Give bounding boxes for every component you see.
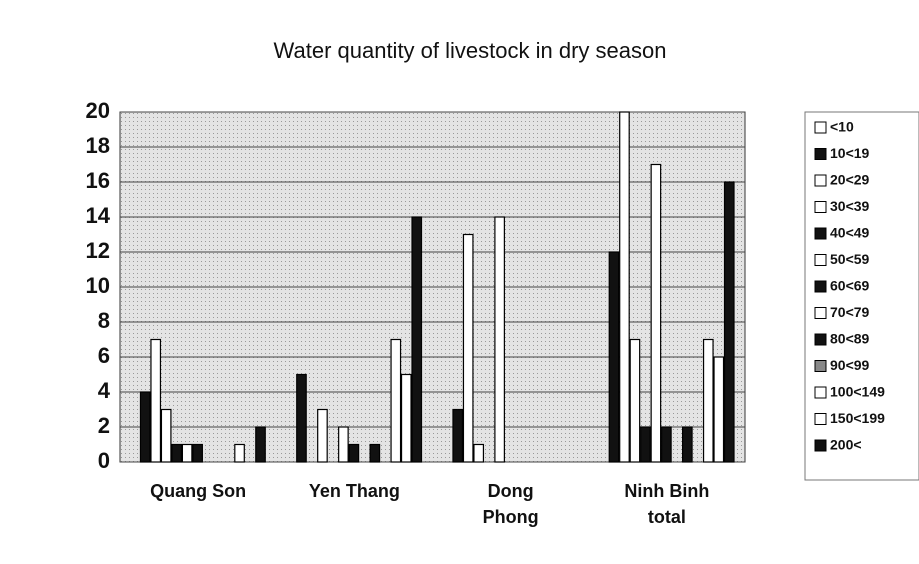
legend-label: 80<89 [830,331,870,347]
bar [619,111,630,463]
y-tick-label: 18 [86,133,110,158]
legend-label: 40<49 [830,225,870,241]
bar [462,233,474,463]
legend-label: 20<29 [830,172,870,188]
legend-swatch [814,148,827,160]
legend-swatch [814,280,827,293]
legend-label: 10<19 [830,145,870,161]
legend-swatch [814,333,827,346]
bar [150,338,162,463]
bar [296,373,307,463]
legend-swatch [814,307,827,319]
legend-swatch [814,227,827,240]
bar [192,443,203,463]
legend-swatch [814,386,827,399]
x-tick-label: Yen Thang [308,481,400,501]
x-tick-label: Ninh Binh total [624,481,710,527]
legend-label: 90<99 [830,357,870,373]
bar [650,163,662,463]
legend-label: 60<69 [830,278,870,294]
legend-label: <10 [830,119,854,135]
legend-label: 70<79 [830,304,870,320]
legend-swatch [814,174,827,187]
bar [473,443,485,463]
bar [139,391,151,463]
y-tick-label: 6 [98,343,110,368]
y-tick-label: 0 [98,448,110,473]
bar [681,426,693,463]
bar [400,373,412,463]
bar [411,216,423,463]
legend-swatch [814,201,827,213]
y-tick-label: 12 [86,238,110,263]
bar [255,426,266,463]
bar [369,443,381,463]
x-tick-label: Quang Son [150,481,247,501]
y-tick-label: 8 [98,308,110,333]
bar [171,443,183,463]
y-tick-label: 10 [86,273,110,298]
bar [160,408,172,463]
y-tick-label: 14 [86,203,111,228]
bar [723,181,735,463]
legend-label: 100<149 [830,384,885,400]
legend-swatch [814,121,827,134]
legend-swatch [814,439,827,452]
bar [338,426,349,463]
bar [713,356,725,463]
bar [494,216,505,463]
bar [390,338,402,463]
bar [317,408,328,463]
bar [348,443,360,463]
bar [234,443,245,463]
y-tick-label: 16 [86,168,110,193]
legend-label: 50<59 [830,251,870,267]
bar [181,443,193,463]
bar [702,338,714,463]
legend-swatch [814,360,827,372]
x-tick-label: Dong Phong [482,481,539,527]
bar [629,338,641,463]
bar [608,251,620,463]
legend-label: 30<39 [830,198,870,214]
chart-title: Water quantity of livestock in dry seaso… [274,38,667,63]
bar [640,426,651,463]
y-tick-label: 20 [86,98,110,123]
legend-label: 200< [830,437,862,453]
bar [452,408,464,463]
bar [661,426,672,463]
legend-swatch [814,413,827,425]
y-tick-label: 2 [98,413,110,438]
legend-label: 150<199 [830,410,885,426]
y-tick-label: 4 [98,378,111,403]
legend-swatch [814,254,827,266]
